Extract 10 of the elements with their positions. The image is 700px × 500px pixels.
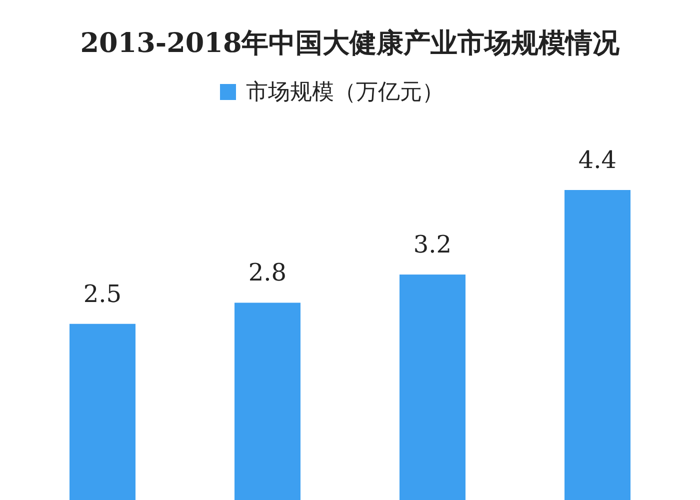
chart-title: 2013-2018年中国大健康产业市场规模情况 bbox=[80, 28, 621, 59]
bar bbox=[564, 190, 630, 500]
legend-label: 市场规模（万亿元） bbox=[246, 80, 444, 105]
bar bbox=[400, 274, 466, 500]
bar bbox=[70, 324, 136, 500]
data-label: 3.2 bbox=[413, 230, 452, 259]
data-label: 2.5 bbox=[83, 280, 122, 308]
data-label: 2.8 bbox=[248, 258, 287, 287]
data-label: 4.4 bbox=[578, 146, 617, 174]
bar bbox=[234, 302, 300, 500]
